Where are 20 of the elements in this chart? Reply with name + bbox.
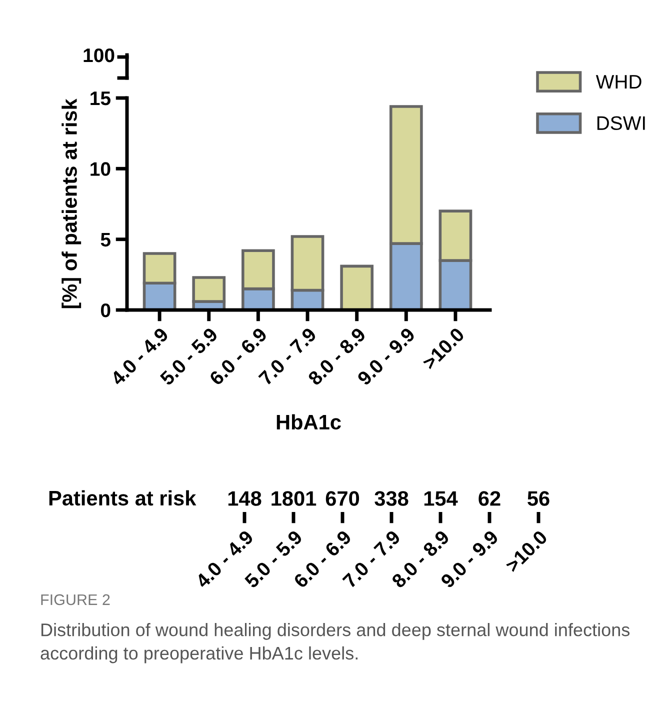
data-label: 62	[478, 491, 500, 506]
data-label: 1801	[272, 491, 316, 506]
y-tick-label: 15	[90, 92, 110, 106]
y-tick-label: 10	[90, 162, 110, 176]
y-tick-label: 0	[100, 303, 110, 318]
data-label: 56	[528, 491, 550, 506]
text: Patients at risk	[49, 490, 196, 506]
text: 100	[84, 48, 114, 62]
x-axis-title: HbA1c	[276, 414, 341, 430]
data-label: 338	[374, 491, 408, 506]
text: Distribution of wound healing disorders and deep sternal wound infections according to preoperative HbA1c levels.	[40, 623, 630, 664]
legend-label: WHD	[596, 75, 642, 88]
legend-label: DSWI	[597, 116, 645, 130]
y-axis-title: [%] of patients at risk	[62, 98, 82, 308]
data-label: 148	[228, 491, 262, 506]
caption: FIGURE 2	[41, 594, 110, 606]
y-tick-label: 5	[100, 233, 110, 247]
data-label: 154	[424, 491, 458, 506]
bar	[340, 264, 374, 310]
data-label: 670	[326, 491, 360, 506]
